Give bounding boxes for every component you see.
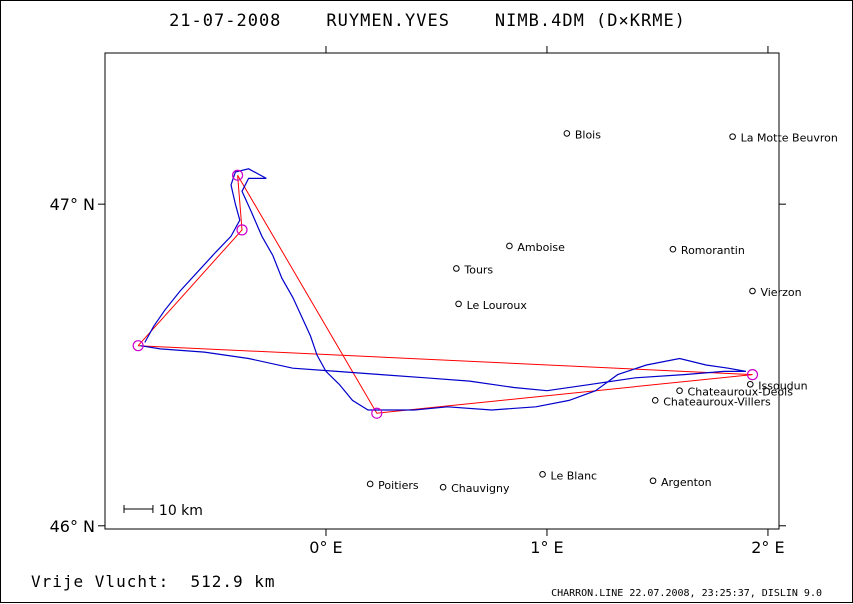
city-marker	[455, 300, 462, 308]
city-label: Argenton	[661, 476, 712, 489]
credit-line: CHARRON.LINE 22.07.2008, 23:25:37, DISLI…	[551, 588, 822, 599]
city-marker	[651, 397, 659, 404]
city-label: Chateauroux-Deols	[688, 386, 794, 399]
city-label: Amboise	[517, 241, 565, 254]
city-marker	[749, 287, 756, 295]
city-marker	[563, 130, 571, 137]
lat-tick-label: 47° N	[50, 195, 95, 214]
turnpoint-marker	[371, 407, 383, 419]
city-marker	[729, 133, 736, 140]
city-label: Romorantin	[681, 244, 745, 257]
flight-date: 21-07-2008	[169, 11, 282, 31]
task-route	[137, 174, 753, 414]
city-label: La Motte Beuvron	[741, 132, 838, 145]
city-marker	[539, 471, 546, 478]
flight-track	[140, 168, 747, 411]
map-frame	[104, 52, 780, 530]
glider-id: NIMB.4DM (D×KRME)	[494, 11, 686, 31]
city-label: Issoudun	[758, 379, 807, 392]
city-label: Poitiers	[378, 479, 419, 492]
city-label: Chateauroux-Villers	[663, 395, 771, 408]
turnpoint-marker	[236, 224, 248, 236]
lat-tick-label: 46° N	[50, 517, 95, 536]
city-marker	[746, 380, 754, 388]
flight-header: 21-07-2008 RUYMEN.YVES NIMB.4DM (D×KRME)	[1, 11, 853, 31]
distance-label: Vrije Vlucht:	[31, 572, 170, 591]
city-marker	[649, 477, 657, 485]
lon-tick-label: 0° E	[309, 538, 342, 557]
city-label: Le Louroux	[467, 299, 528, 312]
city-marker	[366, 480, 374, 488]
distance-readout: Vrije Vlucht: 512.9 km	[31, 572, 276, 591]
city-marker	[669, 245, 677, 253]
pilot-name: RUYMEN.YVES	[326, 11, 450, 31]
scale-bar-label: 10 km	[159, 503, 203, 519]
distance-value: 512.9 km	[190, 572, 276, 591]
city-label: Blois	[575, 128, 601, 141]
lon-tick-label: 1° E	[530, 538, 563, 557]
city-marker	[676, 387, 683, 395]
city-marker	[506, 242, 513, 250]
turnpoint-marker	[231, 169, 244, 181]
lon-tick-label: 2° E	[751, 538, 784, 557]
turnpoint-marker	[746, 369, 759, 381]
city-label: Vierzon	[760, 286, 801, 299]
city-label: Chauvigny	[451, 482, 510, 495]
city-label: Tours	[463, 263, 493, 276]
turnpoint-marker	[132, 340, 144, 352]
city-marker	[439, 483, 447, 491]
city-marker	[453, 265, 460, 272]
city-label: Le Blanc	[551, 469, 598, 482]
